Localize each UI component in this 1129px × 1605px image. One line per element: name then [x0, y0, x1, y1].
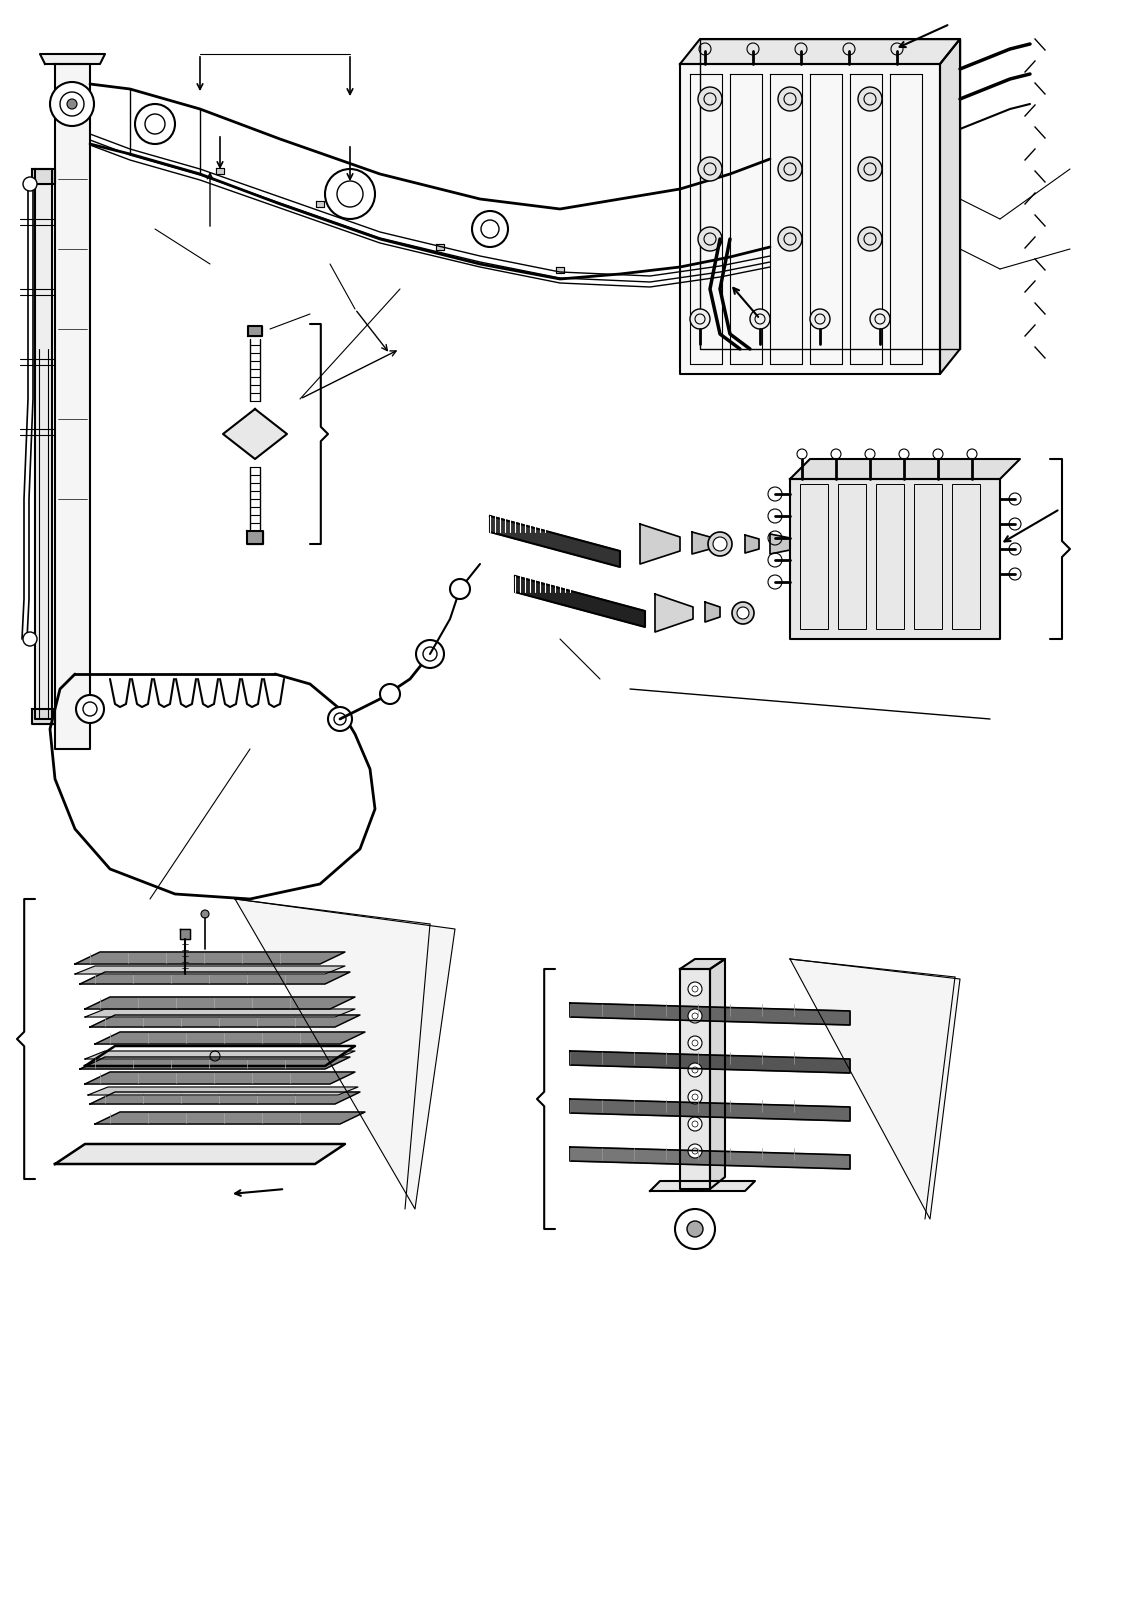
Polygon shape	[35, 170, 52, 719]
Bar	[914, 485, 942, 629]
Circle shape	[688, 1010, 702, 1024]
Polygon shape	[80, 1058, 350, 1069]
Circle shape	[698, 228, 723, 252]
Polygon shape	[692, 533, 710, 555]
Polygon shape	[32, 170, 55, 185]
Polygon shape	[85, 1072, 355, 1085]
Polygon shape	[680, 960, 725, 969]
Polygon shape	[88, 1087, 358, 1095]
Circle shape	[750, 310, 770, 329]
Polygon shape	[55, 64, 90, 750]
Circle shape	[23, 178, 37, 193]
Polygon shape	[80, 973, 350, 984]
Circle shape	[708, 533, 732, 557]
Polygon shape	[710, 960, 725, 1189]
Circle shape	[325, 170, 375, 220]
Polygon shape	[75, 952, 345, 965]
Circle shape	[67, 100, 77, 109]
Circle shape	[778, 157, 802, 181]
Bar	[952, 485, 980, 629]
Polygon shape	[555, 268, 564, 274]
Circle shape	[858, 157, 882, 181]
Polygon shape	[85, 1010, 355, 1018]
Polygon shape	[570, 1051, 850, 1074]
Circle shape	[329, 708, 352, 732]
Polygon shape	[75, 966, 345, 974]
Polygon shape	[55, 1144, 345, 1164]
Polygon shape	[248, 327, 262, 337]
Polygon shape	[40, 55, 105, 64]
Circle shape	[778, 88, 802, 112]
Circle shape	[737, 608, 749, 620]
Bar	[876, 485, 904, 629]
Polygon shape	[515, 576, 645, 628]
Polygon shape	[180, 929, 190, 939]
Polygon shape	[745, 536, 759, 554]
Circle shape	[858, 88, 882, 112]
Circle shape	[23, 632, 37, 647]
Circle shape	[688, 1090, 702, 1104]
Circle shape	[415, 640, 444, 669]
Polygon shape	[640, 525, 680, 565]
Circle shape	[688, 1064, 702, 1077]
Polygon shape	[247, 531, 263, 544]
Circle shape	[380, 685, 400, 705]
Bar	[800, 485, 828, 629]
Circle shape	[688, 982, 702, 997]
Polygon shape	[224, 409, 287, 459]
Circle shape	[870, 310, 890, 329]
Polygon shape	[316, 202, 324, 209]
Circle shape	[201, 910, 209, 918]
Circle shape	[690, 310, 710, 329]
Polygon shape	[235, 899, 455, 1209]
Circle shape	[450, 579, 470, 600]
Polygon shape	[700, 40, 960, 350]
Circle shape	[688, 1144, 702, 1159]
Circle shape	[714, 538, 727, 552]
Polygon shape	[85, 1046, 355, 1066]
Bar	[838, 485, 866, 629]
Polygon shape	[85, 997, 355, 1010]
Circle shape	[76, 695, 104, 724]
Polygon shape	[655, 594, 693, 632]
Circle shape	[675, 1209, 715, 1249]
Circle shape	[688, 1221, 703, 1237]
Polygon shape	[90, 1093, 360, 1104]
Polygon shape	[85, 1051, 355, 1059]
Circle shape	[50, 83, 94, 127]
Polygon shape	[704, 602, 720, 623]
Circle shape	[135, 104, 175, 144]
Circle shape	[858, 228, 882, 252]
Circle shape	[698, 157, 723, 181]
Polygon shape	[32, 709, 55, 724]
Polygon shape	[680, 969, 710, 1189]
Polygon shape	[570, 1003, 850, 1026]
Polygon shape	[650, 1181, 755, 1191]
Circle shape	[472, 212, 508, 247]
Polygon shape	[790, 459, 1019, 480]
Circle shape	[732, 602, 754, 624]
Circle shape	[698, 88, 723, 112]
Polygon shape	[95, 1112, 365, 1123]
Polygon shape	[790, 480, 1000, 640]
Polygon shape	[570, 1148, 850, 1170]
Polygon shape	[95, 1032, 365, 1045]
Circle shape	[688, 1037, 702, 1050]
Polygon shape	[490, 517, 620, 568]
Polygon shape	[770, 534, 790, 555]
Circle shape	[778, 228, 802, 252]
Polygon shape	[680, 64, 940, 374]
Polygon shape	[436, 246, 444, 250]
Polygon shape	[680, 40, 960, 64]
Polygon shape	[790, 960, 960, 1220]
Circle shape	[809, 310, 830, 329]
Circle shape	[688, 1117, 702, 1132]
Polygon shape	[90, 1016, 360, 1027]
Polygon shape	[940, 40, 960, 374]
Polygon shape	[570, 1099, 850, 1122]
Polygon shape	[216, 169, 224, 175]
